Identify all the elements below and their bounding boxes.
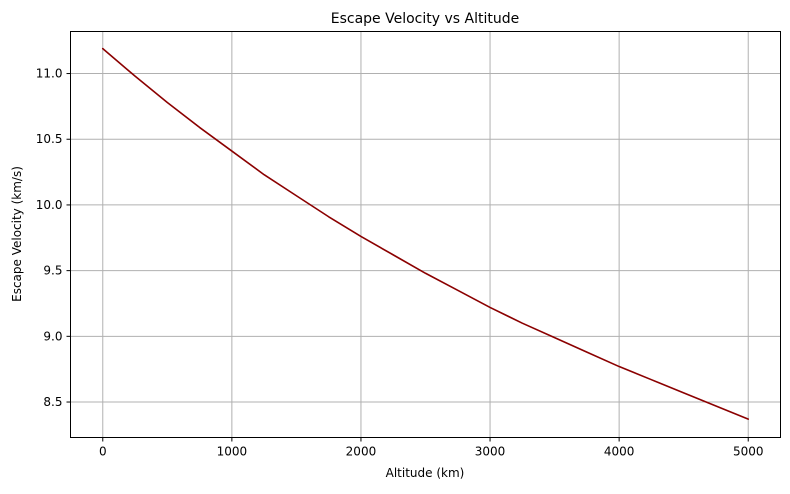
chart-title: Escape Velocity vs Altitude — [331, 11, 519, 27]
y-tick-label: 8.5 — [43, 395, 62, 409]
y-tick-label: 9.0 — [43, 329, 62, 343]
y-tick-label: 11.0 — [36, 67, 63, 81]
plot-frame — [70, 31, 781, 438]
series-layer — [101, 47, 750, 420]
y-tick-label: 9.5 — [43, 264, 62, 278]
y-axis-label: Escape Velocity (km/s) — [10, 166, 24, 302]
grid — [70, 31, 781, 438]
x-tick-label: 3000 — [475, 445, 506, 459]
x-tick-label: 4000 — [604, 445, 635, 459]
x-tick-label: 2000 — [346, 445, 377, 459]
y-tick-label: 10.5 — [36, 132, 63, 146]
y-tick-label: 10.0 — [36, 198, 63, 212]
x-tick-label: 1000 — [217, 445, 248, 459]
x-tick-label: 0 — [99, 445, 107, 459]
series-line-0 — [101, 47, 750, 420]
x-axis-label: Altitude (km) — [386, 466, 465, 480]
axis-ticks: 0 1000 2000 3000 4000 5000 8.5 9.0 9.5 10.0 10.5 11… — [36, 67, 764, 459]
x-tick-label: 5000 — [733, 445, 764, 459]
